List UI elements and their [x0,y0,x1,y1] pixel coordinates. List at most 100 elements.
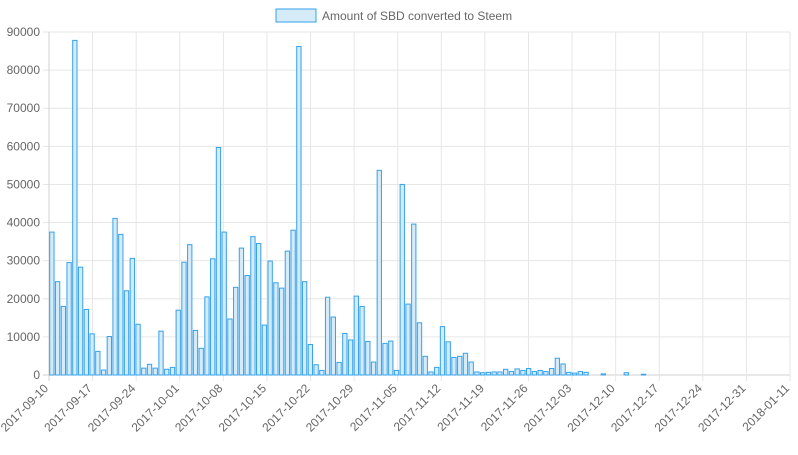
bar[interactable] [210,258,216,376]
bar[interactable] [158,330,164,376]
bar[interactable] [514,368,520,376]
bar[interactable] [554,357,561,376]
bar[interactable] [100,369,107,376]
bar[interactable] [422,355,428,376]
bar[interactable] [640,373,647,376]
bar[interactable] [135,323,141,376]
bar[interactable] [146,363,153,376]
bar[interactable] [376,169,382,376]
legend-swatch[interactable] [275,8,317,23]
bar[interactable] [525,368,532,376]
bar[interactable] [60,305,67,376]
bar[interactable] [411,223,417,376]
bar[interactable] [296,45,302,376]
bar[interactable] [261,324,268,376]
bar[interactable] [474,371,480,376]
bar[interactable] [347,339,354,376]
bar[interactable] [66,262,72,376]
bar[interactable] [468,361,474,376]
bar[interactable] [342,332,348,376]
legend-label[interactable]: Amount of SBD converted to Steem [322,9,512,23]
bar[interactable] [462,352,469,376]
bar[interactable] [181,261,187,376]
bar[interactable] [123,290,130,376]
legend[interactable]: Amount of SBD converted to Steem [275,8,512,23]
bar[interactable] [152,367,158,376]
bar[interactable] [164,368,170,376]
bar[interactable] [319,369,325,376]
bar[interactable] [434,366,440,376]
bar[interactable] [359,305,365,376]
bar[interactable] [215,146,222,376]
bar[interactable] [388,340,394,376]
bar[interactable] [399,183,405,376]
bar[interactable] [485,371,492,376]
bar[interactable] [313,364,319,376]
bar[interactable] [520,369,526,376]
bar[interactable] [198,347,204,376]
bar[interactable] [307,344,314,376]
bar[interactable] [416,322,423,376]
bar[interactable] [169,366,176,376]
bar[interactable] [571,372,578,376]
bar[interactable] [370,361,377,376]
bar[interactable] [439,326,446,376]
bar[interactable] [106,336,112,376]
bar[interactable] [250,236,256,376]
bar[interactable] [548,368,555,376]
bar[interactable] [284,250,291,376]
bar[interactable] [405,303,411,376]
bar[interactable] [583,371,589,376]
bar[interactable] [560,363,566,376]
bar[interactable] [480,372,486,376]
bar[interactable] [600,373,606,376]
bar[interactable] [577,371,583,376]
bar[interactable] [54,281,61,376]
bar[interactable] [324,296,331,376]
bar[interactable] [187,244,193,376]
bar[interactable] [233,286,239,376]
bar[interactable] [129,257,135,376]
bar[interactable] [330,316,336,376]
bar[interactable] [278,287,285,376]
bar[interactable] [491,371,497,376]
bar[interactable] [543,371,549,376]
bar[interactable] [290,229,296,376]
bar[interactable] [508,371,515,376]
bar[interactable] [503,368,509,376]
bar[interactable] [83,308,89,376]
bar[interactable] [623,372,629,376]
bar[interactable] [428,371,434,376]
bar[interactable] [141,367,147,376]
bar[interactable] [256,243,262,376]
bar[interactable] [204,296,210,376]
bar[interactable] [175,309,181,376]
bar[interactable] [95,350,101,376]
bar[interactable] [531,371,538,376]
bar[interactable] [497,371,503,376]
bar[interactable] [192,329,199,376]
bar[interactable] [112,217,118,376]
bar[interactable] [301,281,308,376]
bar[interactable] [77,266,84,376]
bar[interactable] [244,275,250,376]
bar[interactable] [227,318,233,376]
bar[interactable] [353,295,359,376]
bar[interactable] [451,356,457,376]
bar[interactable] [566,371,572,376]
bar[interactable] [72,39,78,376]
bar[interactable] [273,282,279,376]
bar[interactable] [118,233,124,376]
bar[interactable] [89,333,95,376]
bar[interactable] [537,369,543,376]
bar[interactable] [457,355,463,376]
bar[interactable] [336,361,342,376]
bar[interactable] [221,231,227,376]
bar[interactable] [445,341,451,376]
bar[interactable] [49,231,55,376]
bar[interactable] [393,369,400,376]
bar[interactable] [365,340,371,376]
bar[interactable] [238,247,245,376]
bar[interactable] [267,260,273,376]
bar[interactable] [382,342,388,376]
